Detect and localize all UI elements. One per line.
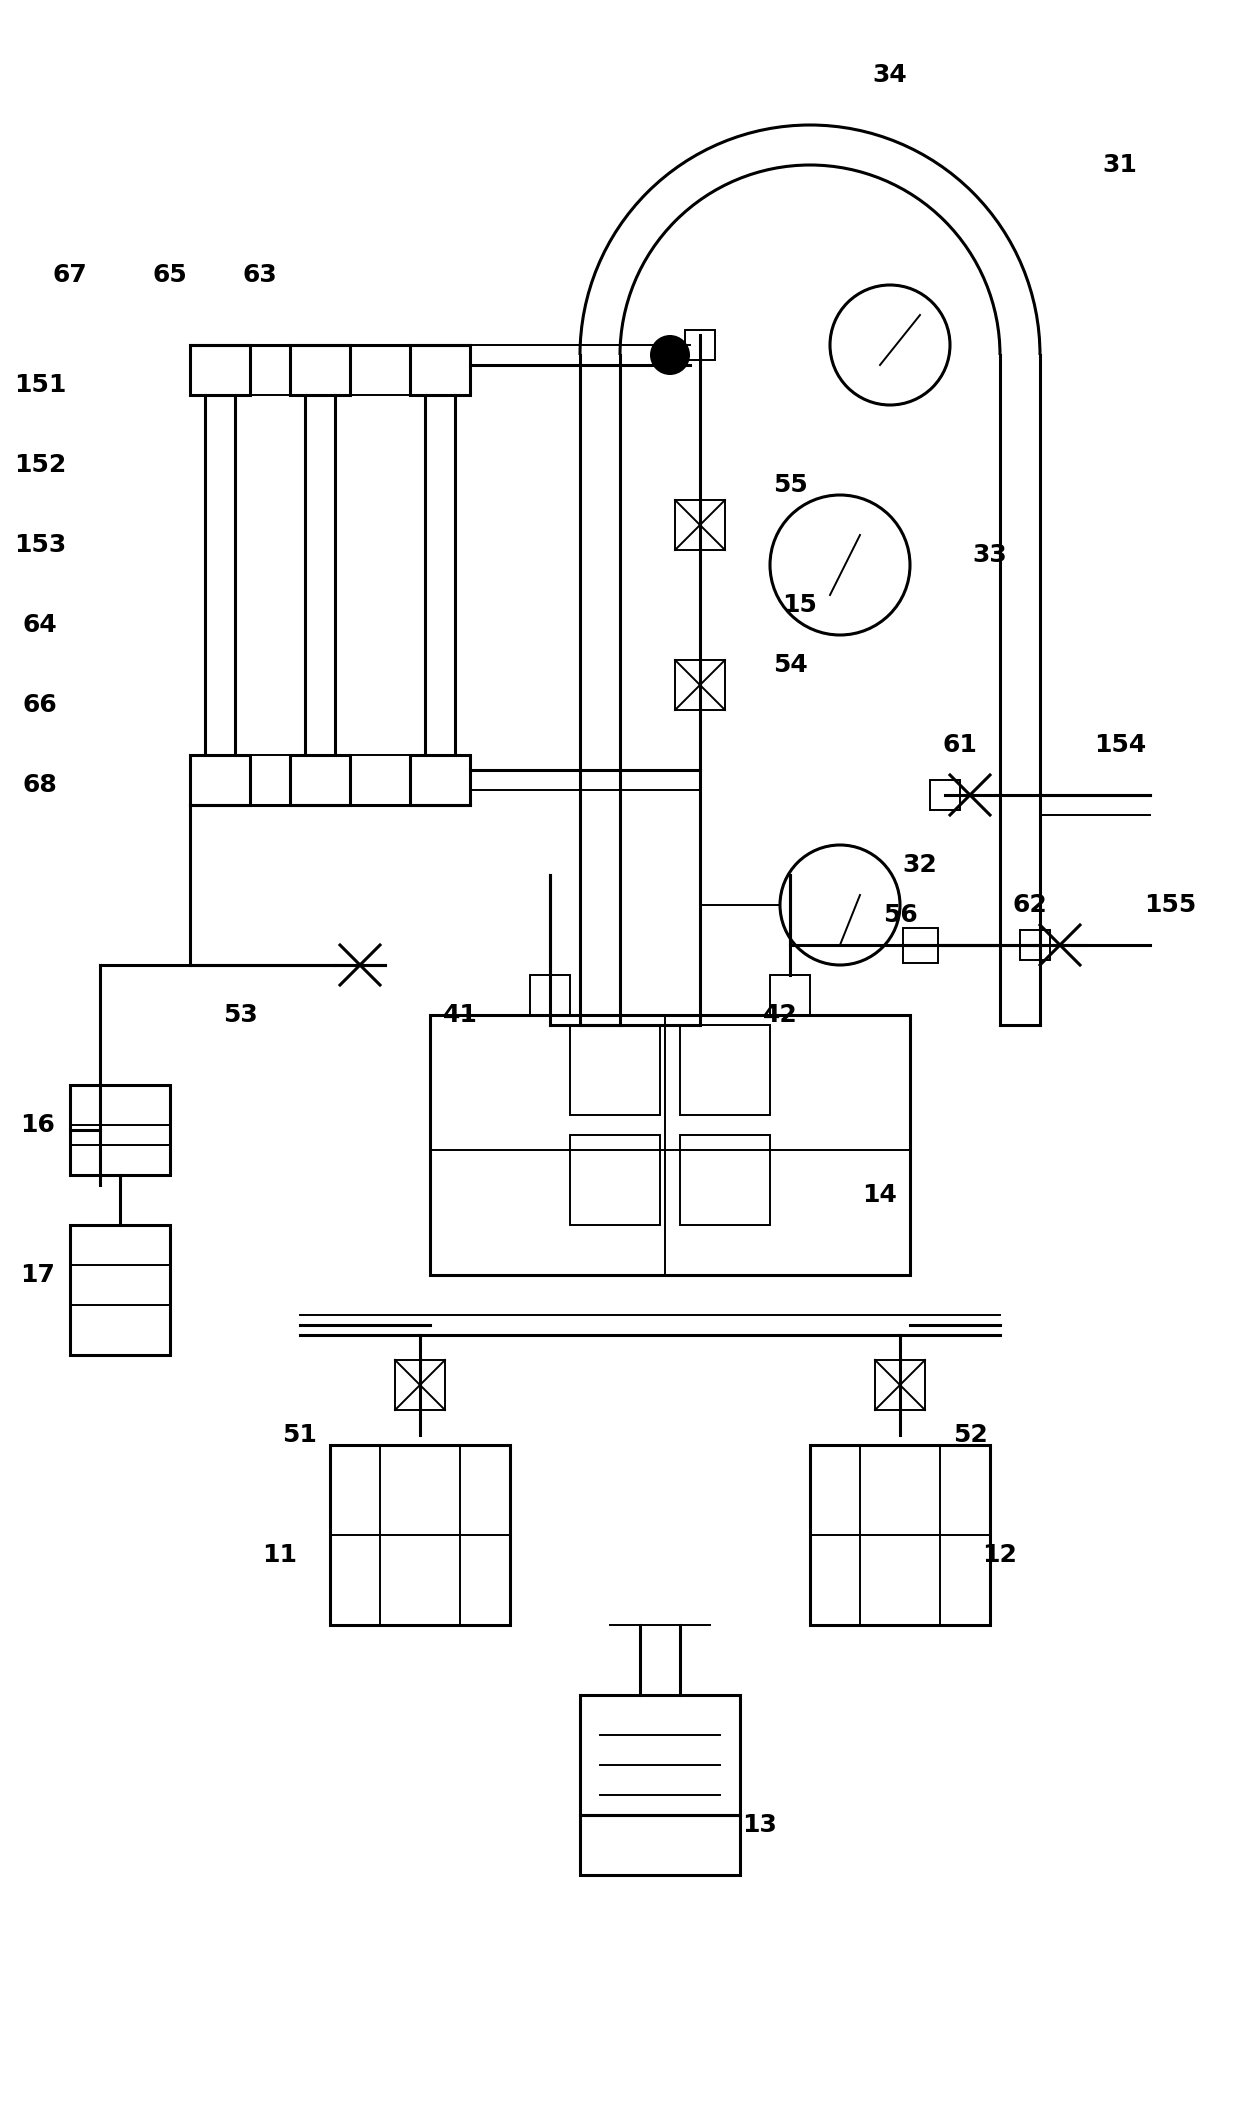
Bar [680,1025,770,1116]
Text: 61: 61 [942,733,977,758]
Bar [570,1135,660,1225]
Bar [529,975,570,1015]
Bar [930,781,960,810]
Bar [675,661,725,709]
Bar [675,501,725,549]
Circle shape [650,335,689,375]
Text: 154: 154 [1094,733,1146,758]
Text: 54: 54 [773,653,807,678]
Bar [410,345,470,396]
Text: 68: 68 [22,773,57,798]
Bar [770,975,810,1015]
Text: 15: 15 [782,594,817,617]
Text: 31: 31 [1102,154,1137,177]
Bar [69,1225,170,1356]
Text: 34: 34 [873,63,908,86]
Text: 33: 33 [972,543,1007,566]
Bar [1021,930,1050,960]
Bar [570,1025,660,1116]
Text: 64: 64 [22,613,57,638]
Bar [680,1135,770,1225]
Bar [684,330,715,360]
Bar [903,928,937,962]
Text: 66: 66 [22,693,57,718]
Bar [875,1360,925,1410]
Text: 65: 65 [153,263,187,286]
Text: 63: 63 [243,263,278,286]
Text: 14: 14 [863,1183,898,1206]
Bar [290,756,350,804]
Text: 152: 152 [14,453,66,478]
Bar [580,1815,740,1876]
Text: 155: 155 [1143,893,1197,918]
Bar [290,345,350,396]
Text: 153: 153 [14,533,66,558]
Bar [190,756,250,804]
Text: 51: 51 [283,1423,317,1446]
Bar [810,1444,990,1625]
Text: 41: 41 [443,1002,477,1027]
Text: 56: 56 [883,903,918,926]
Bar [396,1360,445,1410]
Text: 12: 12 [982,1543,1018,1566]
Bar [69,1084,170,1175]
Text: 151: 151 [14,373,66,398]
Text: 13: 13 [743,1812,777,1838]
Text: 17: 17 [20,1263,55,1286]
Bar [430,1015,910,1276]
Text: 55: 55 [773,474,807,497]
Bar [190,345,250,396]
Text: 67: 67 [52,263,87,286]
Bar [580,1695,740,1815]
Text: 42: 42 [763,1002,797,1027]
Text: 11: 11 [263,1543,298,1566]
Text: 32: 32 [903,853,937,878]
Bar [410,756,470,804]
Text: 16: 16 [20,1114,55,1137]
Text: 53: 53 [223,1002,258,1027]
Text: 52: 52 [952,1423,987,1446]
Text: 62: 62 [1013,893,1048,918]
Bar [330,1444,510,1625]
